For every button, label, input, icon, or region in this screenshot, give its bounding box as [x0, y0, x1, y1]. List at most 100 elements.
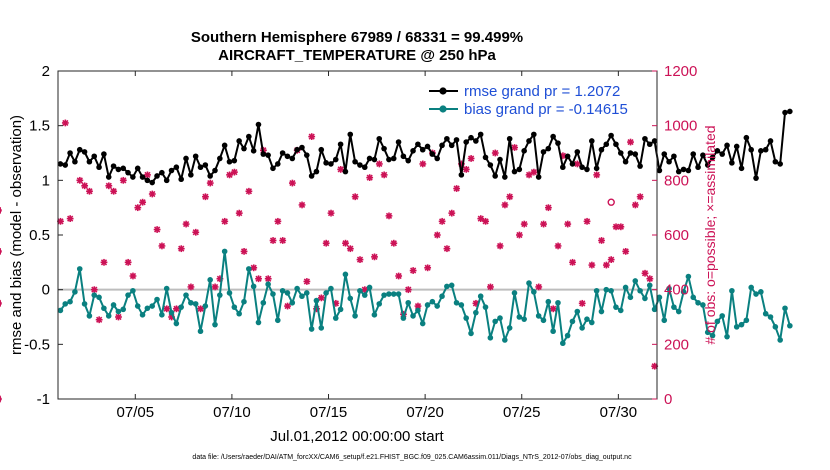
- legend-box: [424, 76, 653, 122]
- rmse-data-point: [574, 149, 581, 155]
- rmse-data-point: [767, 138, 774, 144]
- obs-marker-core: [411, 268, 415, 273]
- obs-marker-core: [276, 219, 280, 224]
- rmse-data-point: [661, 151, 668, 157]
- obs-marker-core: [623, 249, 628, 254]
- obs-marker-core: [536, 285, 541, 289]
- obs-assimilated-marker: [322, 239, 330, 247]
- bias-data-point: [584, 316, 590, 322]
- y-right-axis-label: # of obs: o=possible; ×=assimilated: [702, 125, 718, 344]
- axis-ticks: 07/05 07/10 07/15 07/20 07/25 07/30 -1 -0.5 0 0.5…: [24, 63, 697, 421]
- bias-data-point: [424, 302, 431, 308]
- obs-marker-core: [440, 219, 444, 224]
- obs-assimilated-marker: [385, 212, 393, 220]
- x-tick-label: 07/25: [503, 404, 541, 421]
- obs-assimilated-marker: [308, 133, 316, 140]
- obs-assimilated-marker: [0, 395, 2, 403]
- bias-data-point: [555, 299, 561, 306]
- obs-assimilated-marker: [327, 209, 335, 217]
- obs-marker-core: [396, 274, 401, 278]
- obs-assimilated-marker: [371, 253, 378, 261]
- obs-marker-core: [121, 178, 126, 183]
- obs-marker-core: [116, 315, 121, 319]
- obs-marker-core: [92, 287, 97, 292]
- bias-data-point: [299, 293, 305, 300]
- obs-marker-core: [619, 225, 623, 229]
- obs-assimilated-marker: [636, 193, 644, 201]
- bias-data-point: [270, 291, 276, 297]
- obs-assimilated-marker: [438, 217, 446, 225]
- obs-marker-core: [367, 175, 372, 180]
- obs-marker-core: [102, 260, 106, 265]
- obs-marker-core: [203, 194, 208, 199]
- obs-marker-core: [421, 162, 425, 166]
- obs-marker-core: [483, 219, 488, 224]
- obs-marker-core: [507, 194, 512, 199]
- bias-data-point: [395, 291, 402, 297]
- obs-marker-core: [208, 181, 213, 185]
- rmse-data-point: [390, 155, 397, 162]
- rmse-data-point: [622, 158, 629, 165]
- x-tick-label: 07/05: [117, 404, 155, 421]
- rmse-data-point: [105, 174, 112, 180]
- y-right-tick-label: 400: [664, 282, 689, 299]
- bias-data-point: [724, 333, 730, 340]
- obs-marker-core: [633, 203, 638, 207]
- bias-data-point: [390, 291, 397, 297]
- rmse-data-point: [279, 150, 286, 156]
- bias-data-point: [434, 303, 441, 309]
- bias-data-point: [154, 296, 160, 303]
- rmse-data-point: [506, 135, 513, 142]
- obs-marker-core: [372, 255, 377, 259]
- obs-marker-core: [285, 304, 290, 308]
- rmse-data-point: [458, 172, 465, 178]
- obs-marker-core: [556, 244, 560, 248]
- obs-marker-core: [227, 173, 232, 177]
- bias-data-point: [613, 304, 619, 310]
- rmse-data-point: [555, 140, 561, 146]
- rmse-data-point: [318, 146, 325, 153]
- obs-marker-core: [155, 227, 159, 232]
- obs-assimilated-marker: [124, 258, 132, 266]
- obs-marker-core: [628, 140, 633, 144]
- obs-marker-core: [334, 301, 338, 306]
- obs-marker-core: [406, 287, 411, 292]
- obs-assimilated-marker: [187, 283, 195, 291]
- x-tick-label: 07/15: [310, 404, 348, 421]
- obs-marker-core: [590, 263, 594, 267]
- obs-marker-core: [503, 203, 507, 207]
- obs-assimilated-marker: [646, 275, 654, 283]
- obs-marker-core: [126, 260, 130, 265]
- obs-marker-core: [474, 301, 478, 306]
- bias-data-point: [130, 287, 136, 294]
- obs-assimilated-marker: [607, 256, 615, 263]
- rmse-data-point: [250, 148, 257, 154]
- obs-marker-core: [58, 219, 63, 224]
- obs-assimilated-marker: [110, 187, 118, 195]
- obs-marker-core: [643, 271, 647, 276]
- rmse-data-point: [323, 160, 329, 166]
- bias-data-point: [246, 266, 252, 272]
- rmse-data-point: [173, 164, 180, 171]
- obs-marker-core: [111, 189, 116, 194]
- obs-assimilated-marker: [255, 275, 262, 283]
- bias-data-point: [463, 315, 469, 321]
- obs-marker-core: [546, 205, 551, 210]
- rmse-data-point: [231, 157, 238, 164]
- obs-assimilated-marker: [226, 171, 233, 179]
- obs-assimilated-marker: [288, 179, 296, 187]
- bias-data-point: [506, 325, 513, 331]
- bias-data-point: [101, 305, 107, 312]
- rmse-data-point: [704, 162, 711, 168]
- obs-marker-core: [353, 194, 357, 199]
- bias-data-point: [303, 290, 310, 296]
- rmse-data-point: [67, 150, 73, 156]
- rmse-data-point: [593, 165, 600, 172]
- bias-data-point: [477, 293, 484, 300]
- rmse-data-point: [154, 173, 160, 179]
- rmse-data-point: [429, 151, 436, 157]
- obs-assimilated-marker: [206, 179, 214, 187]
- obs-possible-marker: [607, 198, 615, 206]
- rmse-data-point: [729, 160, 735, 166]
- rmse-data-point: [434, 155, 441, 162]
